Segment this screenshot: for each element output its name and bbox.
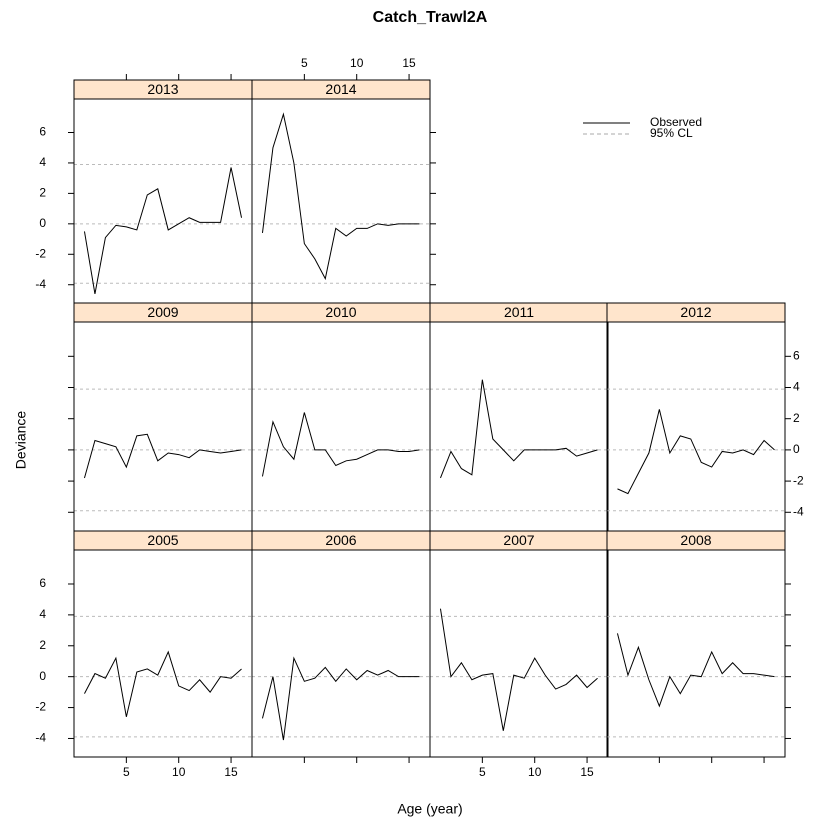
observed-line [261,656,420,741]
y-tick-label: -2 [35,700,46,714]
y-tick-label: 4 [39,607,46,621]
y-tick-label: 6 [39,576,46,590]
panel-title: 2012 [680,304,711,320]
observed-line [617,409,775,495]
observed-line [440,379,598,479]
observed-line [616,633,775,708]
panel-title: 2013 [147,81,178,97]
y-tick-label: 4 [793,380,800,394]
y-tick-label: 2 [39,638,46,652]
panel-title: 2010 [325,304,356,320]
y-tick-label: 6 [39,125,46,139]
x-tick-label: 15 [402,56,416,70]
x-tick-label: 10 [350,56,364,70]
panel-frame [429,321,609,532]
y-tick-label: -2 [793,473,804,487]
x-tick-label: 5 [479,765,486,779]
panel-title: 2008 [680,532,711,548]
x-tick-label: 15 [224,765,238,779]
panel-frame [73,321,253,532]
y-tick-label: -4 [35,731,46,745]
x-tick-label: 5 [123,765,130,779]
panel-frame [251,321,431,532]
panel-frame [73,98,253,304]
x-tick-label: 15 [580,765,594,779]
observed-line [83,167,243,294]
panel-frame [73,549,253,758]
y-tick-label: 4 [39,155,46,169]
x-tick-label: 5 [301,56,308,70]
observed-line [261,412,420,477]
y-tick-label: -4 [35,277,46,291]
y-tick-label: 2 [39,186,46,200]
panel-title: 2014 [325,81,356,97]
panel-frame [606,549,786,758]
chart-title: Catch_Trawl2A [373,9,488,26]
x-tick-label: 10 [528,765,542,779]
observed-line [84,650,242,717]
panel-title: 2011 [504,304,534,320]
observed-line [83,433,242,479]
observed-line [261,112,420,281]
panel-frame [606,321,786,532]
legend-label: Observed [650,115,702,129]
panel-title: 2006 [325,532,356,548]
y-tick-label: 0 [793,442,800,456]
y-tick-label: 2 [793,411,800,425]
y-tick-label: -4 [793,504,804,518]
x-tick-label: 10 [172,765,186,779]
panel-title: 2009 [147,304,178,320]
y-tick-label: -2 [35,246,46,260]
y-tick-label: 0 [39,216,46,230]
panel-title: 2005 [147,532,178,548]
legend-label: 95% CL [650,126,693,140]
panel-title: 2007 [503,532,534,548]
observed-line [439,608,598,731]
y-tick-label: 6 [793,348,800,362]
panel-frame [251,549,431,758]
y-axis-label: Deviance [13,411,29,470]
y-tick-label: 0 [39,669,46,683]
panel-frame [429,549,609,758]
x-axis-label: Age (year) [397,801,462,817]
